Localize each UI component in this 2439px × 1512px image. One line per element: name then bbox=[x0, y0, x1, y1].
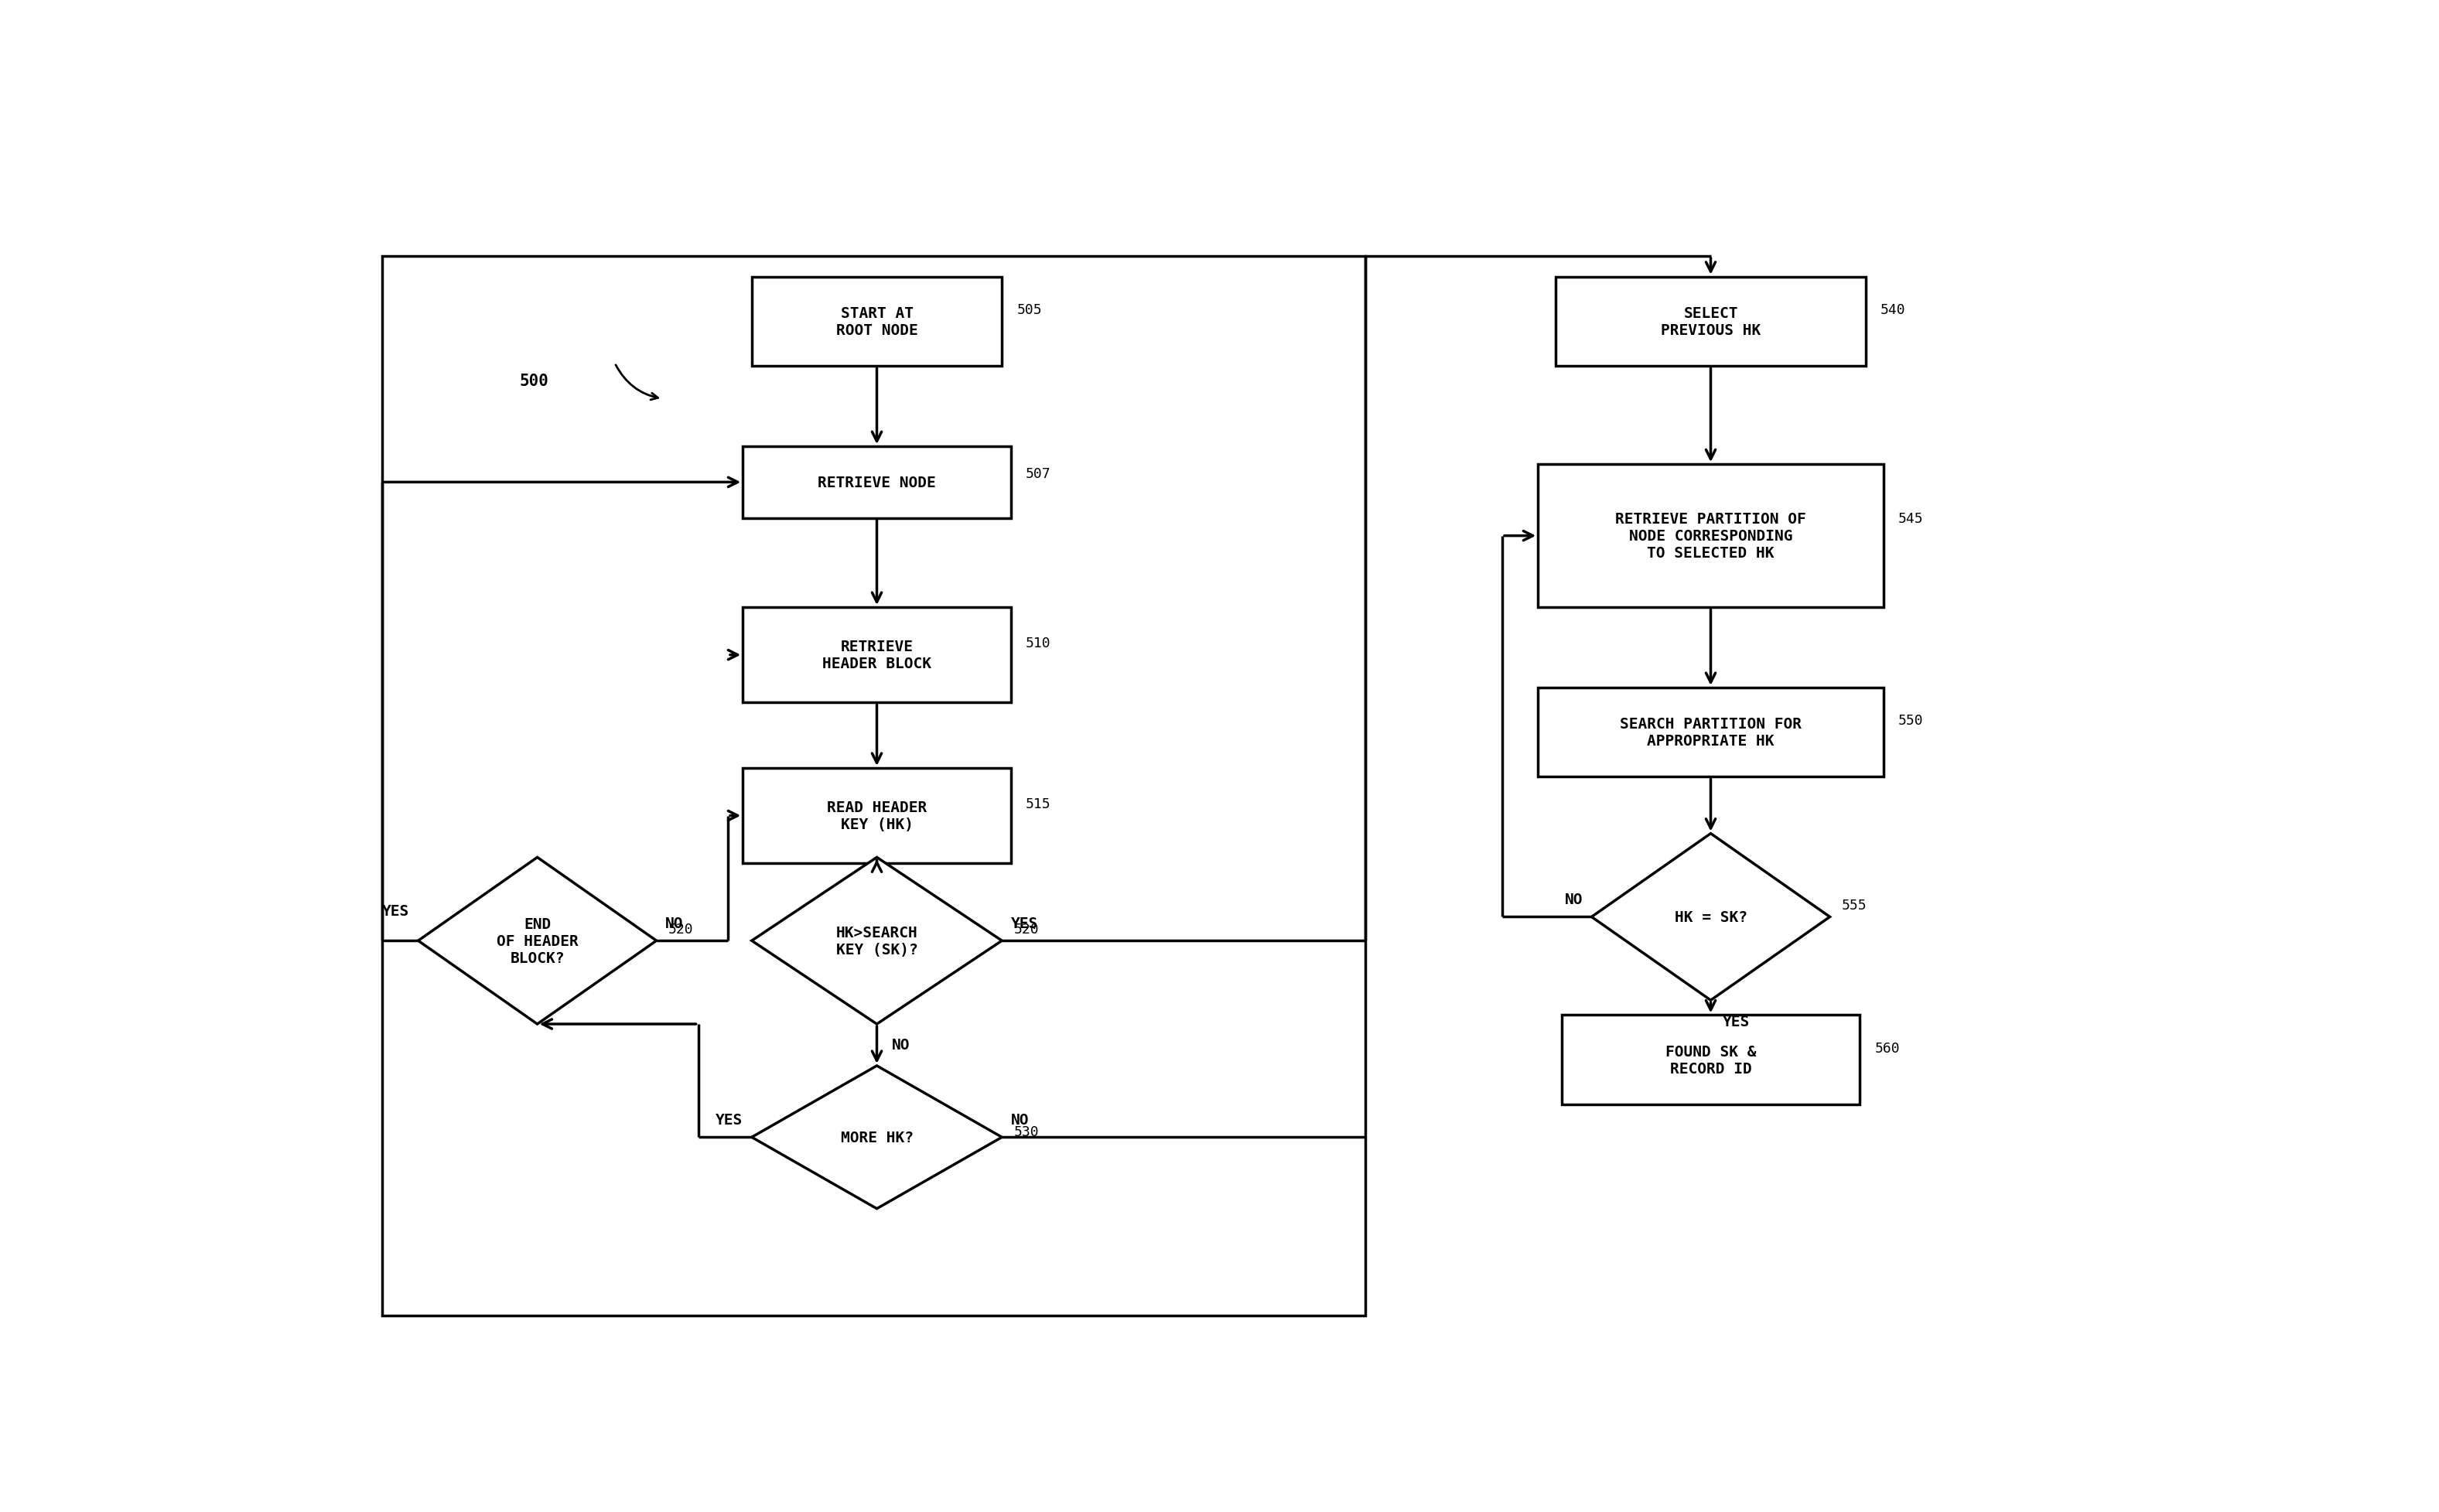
Text: HK>SEARCH
KEY (SK)?: HK>SEARCH KEY (SK)? bbox=[837, 925, 917, 957]
Text: 507: 507 bbox=[1027, 467, 1051, 481]
FancyBboxPatch shape bbox=[1539, 464, 1883, 608]
Text: 550: 550 bbox=[1898, 714, 1924, 727]
Text: MORE HK?: MORE HK? bbox=[841, 1129, 912, 1145]
Polygon shape bbox=[1593, 833, 1829, 1001]
Text: RETRIEVE
HEADER BLOCK: RETRIEVE HEADER BLOCK bbox=[822, 640, 932, 671]
Text: NO: NO bbox=[893, 1037, 910, 1052]
Text: 510: 510 bbox=[1027, 637, 1051, 650]
Text: 560: 560 bbox=[1876, 1042, 1900, 1055]
Text: HK = SK?: HK = SK? bbox=[1673, 910, 1746, 924]
FancyBboxPatch shape bbox=[1561, 1016, 1859, 1105]
Text: 520: 520 bbox=[668, 922, 693, 936]
Text: YES: YES bbox=[1010, 916, 1039, 930]
Polygon shape bbox=[751, 1066, 1002, 1208]
Text: NO: NO bbox=[1010, 1113, 1029, 1126]
Text: START AT
ROOT NODE: START AT ROOT NODE bbox=[837, 305, 917, 337]
Text: 545: 545 bbox=[1898, 511, 1924, 525]
Text: SEARCH PARTITION FOR
APPROPRIATE HK: SEARCH PARTITION FOR APPROPRIATE HK bbox=[1619, 717, 1802, 748]
Text: 555: 555 bbox=[1841, 898, 1866, 912]
Text: 520: 520 bbox=[1015, 922, 1039, 936]
Polygon shape bbox=[417, 857, 656, 1024]
Text: SELECT
PREVIOUS HK: SELECT PREVIOUS HK bbox=[1661, 305, 1761, 337]
Text: 515: 515 bbox=[1027, 797, 1051, 810]
Polygon shape bbox=[751, 857, 1002, 1024]
Text: FOUND SK &
RECORD ID: FOUND SK & RECORD ID bbox=[1666, 1045, 1756, 1077]
FancyBboxPatch shape bbox=[744, 448, 1010, 519]
Text: END
OF HEADER
BLOCK?: END OF HEADER BLOCK? bbox=[498, 916, 578, 965]
Text: YES: YES bbox=[715, 1113, 744, 1126]
Text: 500: 500 bbox=[520, 373, 549, 389]
Text: RETRIEVE PARTITION OF
NODE CORRESPONDING
TO SELECTED HK: RETRIEVE PARTITION OF NODE CORRESPONDING… bbox=[1615, 513, 1807, 561]
Text: NO: NO bbox=[1563, 892, 1583, 907]
Text: NO: NO bbox=[666, 916, 683, 930]
FancyBboxPatch shape bbox=[744, 768, 1010, 863]
Text: READ HEADER
KEY (HK): READ HEADER KEY (HK) bbox=[827, 800, 927, 832]
Text: YES: YES bbox=[1722, 1015, 1749, 1028]
FancyBboxPatch shape bbox=[1556, 277, 1866, 366]
Text: 530: 530 bbox=[1015, 1125, 1039, 1139]
Text: 505: 505 bbox=[1017, 302, 1041, 318]
FancyBboxPatch shape bbox=[744, 608, 1010, 703]
Text: 540: 540 bbox=[1880, 302, 1905, 318]
Text: YES: YES bbox=[383, 904, 410, 918]
FancyBboxPatch shape bbox=[1539, 688, 1883, 777]
FancyBboxPatch shape bbox=[751, 277, 1002, 366]
Text: RETRIEVE NODE: RETRIEVE NODE bbox=[817, 475, 937, 490]
